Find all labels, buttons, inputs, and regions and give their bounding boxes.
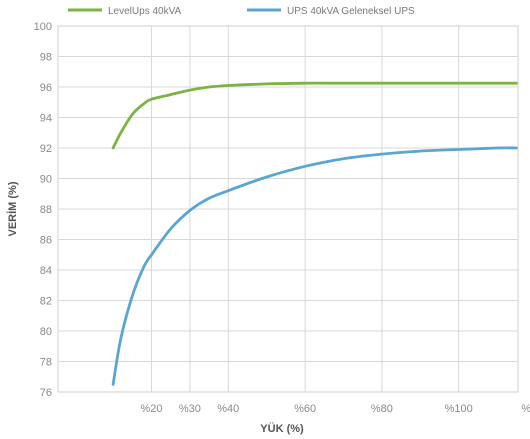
x-axis-title: YÜK (%) xyxy=(260,422,304,435)
y-axis-title: VERİM (%) xyxy=(6,181,19,236)
y-tick-label: 88 xyxy=(40,204,52,216)
x-tick-label: %20 xyxy=(140,403,162,415)
series-lines xyxy=(111,81,518,386)
y-tick-label: 96 xyxy=(40,82,52,94)
y-tick-label: 84 xyxy=(40,265,52,277)
x-tick-label: %100 xyxy=(445,403,473,415)
x-tick-label: %60 xyxy=(294,403,316,415)
legend: LevelUps 40kVA UPS 40kVA Geleneksel UPS xyxy=(68,6,415,17)
x-tick-label: %40 xyxy=(217,403,239,415)
y-axis-ticks: 76 78 80 82 84 86 88 90 92 94 96 98 100 xyxy=(34,21,52,399)
plot-area xyxy=(57,25,519,393)
series-line-2 xyxy=(111,146,518,386)
x-tick-label: %80 xyxy=(371,403,393,415)
y-tick-label: 76 xyxy=(40,387,52,399)
series-line-1 xyxy=(111,81,518,150)
y-tick-label: 78 xyxy=(40,357,52,369)
legend-label-1: LevelUps 40kVA xyxy=(108,6,182,17)
y-tick-label: 98 xyxy=(40,52,52,64)
y-tick-label: 100 xyxy=(34,21,52,33)
x-axis-ticks: %20 %30 %40 %60 %80 %100 %120 xyxy=(140,403,530,415)
y-tick-label: 90 xyxy=(40,174,52,186)
y-tick-label: 92 xyxy=(40,143,52,155)
x-tick-label: %120 xyxy=(521,403,530,415)
y-tick-label: 94 xyxy=(40,113,52,125)
y-tick-label: 80 xyxy=(40,326,52,338)
y-tick-label: 82 xyxy=(40,296,52,308)
x-tick-label: %30 xyxy=(179,403,201,415)
legend-label-2: UPS 40kVA Geleneksel UPS xyxy=(287,6,415,17)
y-tick-label: 86 xyxy=(40,235,52,247)
